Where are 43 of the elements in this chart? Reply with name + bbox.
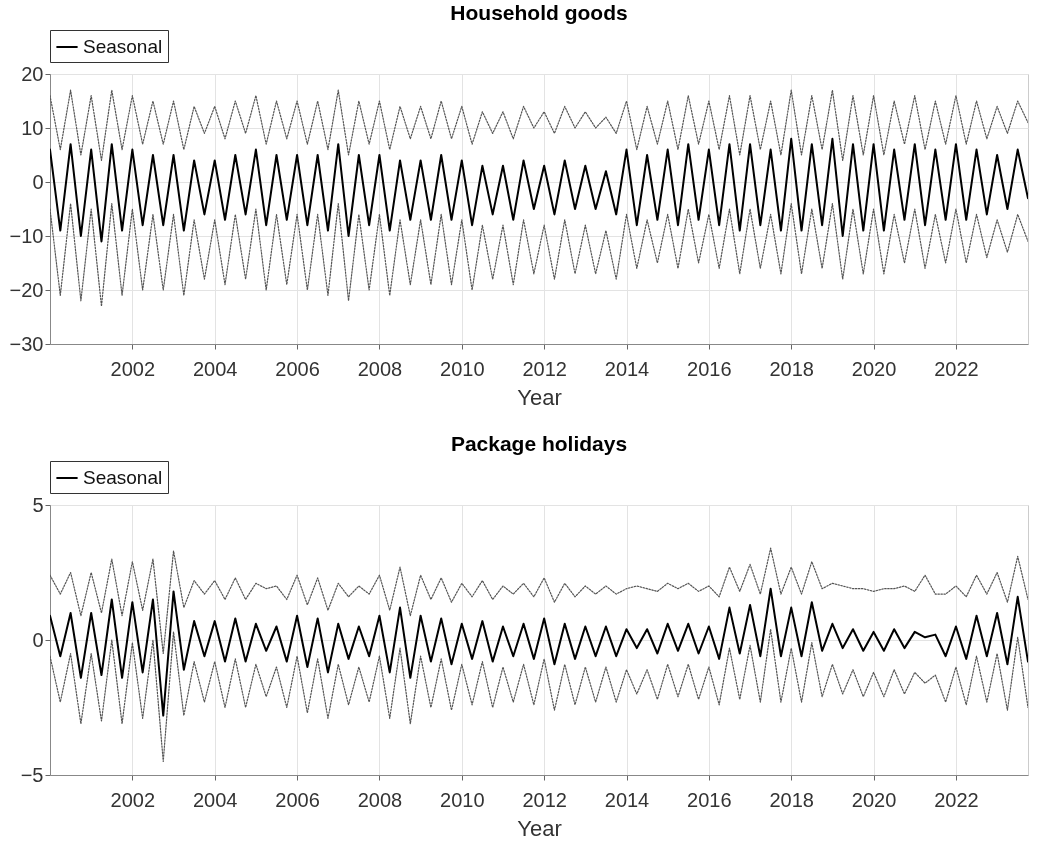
y-tick-label: 10 xyxy=(21,116,44,139)
x-tick-label: 2002 xyxy=(110,357,156,380)
x-tick-label: 2018 xyxy=(769,357,814,380)
x-tick-label: 2022 xyxy=(934,788,979,811)
line-series xyxy=(50,587,1028,717)
y-tick-label: 20 xyxy=(21,62,44,85)
x-tick-label: 2020 xyxy=(851,357,897,380)
y-tick-label: 0 xyxy=(32,170,44,193)
y-tick-label: −5 xyxy=(20,763,44,786)
x-tick-label: 2008 xyxy=(357,788,403,811)
y-tick-label: 5 xyxy=(32,493,44,516)
line-series xyxy=(50,203,1028,307)
x-tick-label: 2022 xyxy=(934,357,979,380)
x-tick-label: 2012 xyxy=(522,788,567,811)
x-tick-label: 2020 xyxy=(851,788,897,811)
x-tick-label: 2006 xyxy=(275,357,320,380)
line-series xyxy=(50,628,1028,763)
legend-label: Seasonal xyxy=(83,36,163,57)
chart-title: Household goods xyxy=(450,0,628,24)
x-tick-label: 2008 xyxy=(357,357,403,380)
y-tick-label: −20 xyxy=(9,278,44,301)
x-tick-label: 2014 xyxy=(604,788,650,811)
x-tick-label: 2002 xyxy=(110,788,156,811)
line-series xyxy=(50,137,1028,243)
x-tick-label: 2004 xyxy=(192,357,238,380)
x-tick-label: 2016 xyxy=(687,788,732,811)
line-series xyxy=(50,547,1028,655)
y-tick-label: −10 xyxy=(9,224,44,247)
x-tick-label: 2016 xyxy=(687,357,732,380)
line-series xyxy=(50,89,1028,161)
chart-title: Package holidays xyxy=(450,431,628,455)
x-tick-label: 2010 xyxy=(440,357,485,380)
x-tick-label: 2018 xyxy=(769,788,814,811)
x-tick-label: 2014 xyxy=(604,357,650,380)
y-tick-label: −30 xyxy=(9,332,44,355)
x-axis-title: Year xyxy=(517,815,562,841)
x-tick-label: 2012 xyxy=(522,357,567,380)
x-tick-label: 2006 xyxy=(275,788,320,811)
x-axis-title: Year xyxy=(517,384,562,410)
x-tick-label: 2010 xyxy=(440,788,485,811)
y-tick-label: 0 xyxy=(32,628,44,651)
legend-label: Seasonal xyxy=(83,467,163,488)
x-tick-label: 2004 xyxy=(192,788,238,811)
